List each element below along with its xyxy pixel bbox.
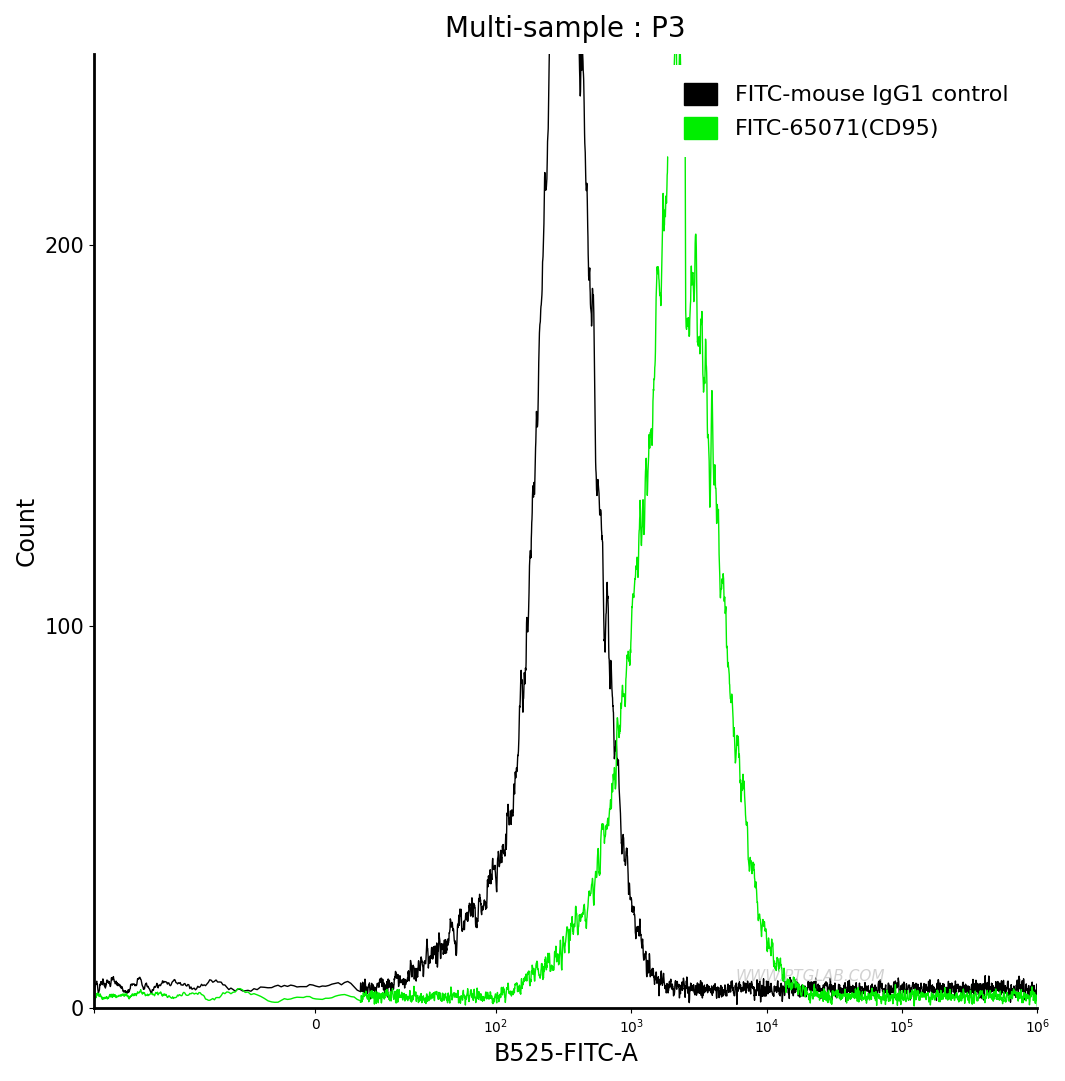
Y-axis label: Count: Count: [15, 496, 39, 566]
X-axis label: B525-FITC-A: B525-FITC-A: [493, 1042, 638, 1066]
Title: Multi-sample : P3: Multi-sample : P3: [445, 15, 686, 43]
Text: WWW.PTGLAB.COM: WWW.PTGLAB.COM: [736, 970, 885, 985]
Legend: FITC-mouse IgG1 control, FITC-65071(CD95): FITC-mouse IgG1 control, FITC-65071(CD95…: [666, 65, 1027, 157]
